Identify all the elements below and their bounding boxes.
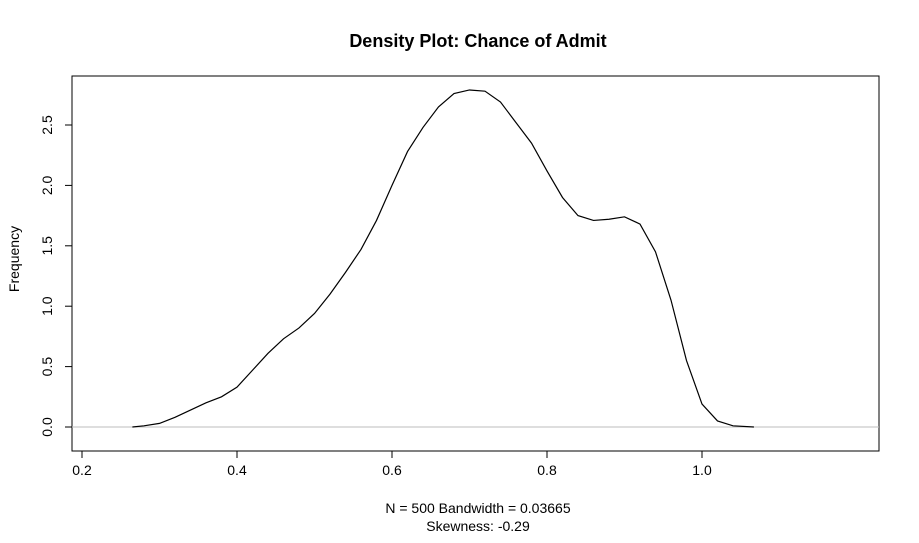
x-tick-label: 1.0: [692, 462, 712, 478]
y-tick-label: 1.0: [39, 296, 55, 316]
x-axis: 0.2 0.4 0.6 0.8 1.0: [72, 450, 712, 478]
x-tick-label: 0.6: [382, 462, 402, 478]
y-tick-label: 1.5: [39, 236, 55, 256]
skewness-note: Skewness: -0.29: [426, 518, 530, 534]
x-tick-label: 0.8: [537, 462, 557, 478]
bandwidth-note: N = 500 Bandwidth = 0.03665: [385, 500, 570, 516]
plot-frame: [71, 75, 880, 452]
x-tick-label: 0.4: [227, 462, 247, 478]
density-curve: [132, 89, 754, 428]
y-tick-label: 2.0: [39, 175, 55, 195]
y-axis-label: Frequency: [6, 226, 22, 292]
y-tick-label: 2.5: [39, 115, 55, 135]
x-tick-label: 0.2: [72, 462, 92, 478]
y-axis: 0.0 0.5 1.0 1.5 2.0 2.5: [39, 115, 73, 437]
y-tick-label: 0.5: [39, 357, 55, 377]
chart-title: Density Plot: Chance of Admit: [349, 31, 606, 51]
y-tick-label: 0.0: [39, 417, 55, 437]
